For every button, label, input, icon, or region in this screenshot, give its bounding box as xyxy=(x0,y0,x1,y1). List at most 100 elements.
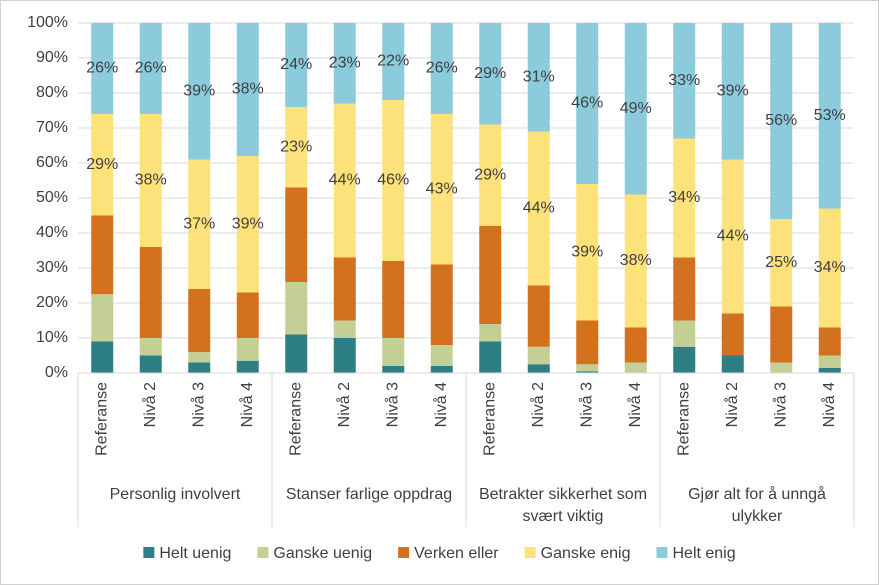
data-label: 23% xyxy=(329,54,361,71)
bar-segment xyxy=(382,100,405,261)
bar-segment xyxy=(576,364,599,372)
x-tick-label: Nivå 3 xyxy=(189,382,207,427)
bar-segment xyxy=(576,184,599,321)
data-label: 29% xyxy=(474,166,506,183)
data-label: 38% xyxy=(135,172,167,189)
legend-swatch xyxy=(524,547,536,558)
bar-segment xyxy=(139,247,162,338)
data-label: 44% xyxy=(523,200,555,217)
data-label: 39% xyxy=(571,243,603,260)
bar-segment xyxy=(382,261,405,338)
bar-segment xyxy=(673,138,696,258)
bar-segment xyxy=(818,367,841,373)
bar-segment xyxy=(527,23,550,132)
data-label: 44% xyxy=(717,228,749,245)
bar-segment xyxy=(91,294,114,342)
y-tick-label: 60% xyxy=(36,154,68,171)
data-label: 53% xyxy=(814,107,846,124)
bar-segment xyxy=(139,23,162,114)
x-tick-label: Referanse xyxy=(675,382,692,456)
data-label: 31% xyxy=(523,68,555,85)
bar-segment xyxy=(770,306,793,363)
bar-segment xyxy=(139,338,162,356)
data-label: 26% xyxy=(86,60,118,77)
bar-segment xyxy=(236,23,259,156)
bar-segment xyxy=(430,114,453,265)
data-label: 23% xyxy=(280,138,312,155)
group-label: Stanser farlige oppdrag xyxy=(285,486,453,503)
bar-segment xyxy=(91,23,114,114)
data-label: 29% xyxy=(86,156,118,173)
group-label: Betrakter sikkerhet som svært viktig xyxy=(478,486,648,525)
bar-segment xyxy=(479,324,502,342)
data-label: 22% xyxy=(377,53,409,70)
legend-swatch xyxy=(656,547,668,558)
data-label: 39% xyxy=(183,82,215,99)
x-tick-label: Nivå 4 xyxy=(626,382,644,427)
bar-segment xyxy=(624,194,647,328)
x-tick-label: Nivå 3 xyxy=(577,382,595,427)
legend-swatch xyxy=(143,547,155,558)
y-tick-label: 50% xyxy=(36,189,68,206)
bar-segment xyxy=(188,23,211,160)
legend-label: Ganske uenig xyxy=(273,545,372,562)
bar-segment xyxy=(139,114,162,247)
bar-segment xyxy=(527,131,550,286)
y-tick-label: 10% xyxy=(36,329,68,346)
y-tick-label: 90% xyxy=(36,49,68,66)
bar-segment xyxy=(818,23,841,209)
legend-label: Helt enig xyxy=(672,545,735,562)
bar-segment xyxy=(430,345,453,366)
bar-segment xyxy=(382,366,405,373)
bar-segment xyxy=(188,362,211,373)
data-label: 44% xyxy=(329,172,361,189)
data-label: 37% xyxy=(183,215,215,232)
bar-segment xyxy=(91,341,114,373)
group-label: Personlig involvert xyxy=(109,486,241,503)
x-tick-label: Nivå 3 xyxy=(383,382,401,427)
bar-segment xyxy=(188,159,211,289)
data-label: 34% xyxy=(668,189,700,206)
bar-segment xyxy=(333,257,356,321)
data-label: 24% xyxy=(280,56,312,73)
bar-segment xyxy=(818,327,841,356)
bar-segment xyxy=(527,364,550,373)
bar-segment xyxy=(770,362,793,373)
bar-segment xyxy=(770,23,793,219)
bar-segment xyxy=(721,23,744,160)
bar-segment xyxy=(624,327,647,363)
legend-swatch xyxy=(257,547,269,558)
bar-segment xyxy=(527,285,550,347)
y-tick-label: 40% xyxy=(36,224,68,241)
bar-segment xyxy=(721,313,744,356)
bar-segment xyxy=(576,320,599,365)
legend-label: Helt uenig xyxy=(159,545,231,562)
bar-segment xyxy=(430,264,453,345)
x-tick-label: Nivå 2 xyxy=(723,382,741,427)
bar-segment xyxy=(285,187,308,282)
bar-segment xyxy=(333,23,356,104)
bar-segment xyxy=(430,366,453,373)
bar-segment xyxy=(624,362,647,373)
x-tick-label: Referanse xyxy=(481,382,498,456)
bar-segment xyxy=(479,23,502,125)
bar-segment xyxy=(818,208,841,328)
x-tick-label: Nivå 3 xyxy=(771,382,789,427)
data-label: 46% xyxy=(571,95,603,112)
bar-segment xyxy=(188,352,211,363)
x-tick-label: Nivå 4 xyxy=(238,382,256,427)
bar-segment xyxy=(188,289,211,352)
data-label: 29% xyxy=(474,65,506,82)
bar-segment xyxy=(673,23,696,139)
x-tick-label: Nivå 4 xyxy=(820,382,838,427)
bar-segment xyxy=(479,124,502,226)
bar-segment xyxy=(236,338,259,361)
bar-segment xyxy=(91,114,114,216)
bar-segment xyxy=(382,23,405,100)
bar-segment xyxy=(576,371,599,373)
y-tick-label: 70% xyxy=(36,119,68,136)
bar-segment xyxy=(382,338,405,366)
data-label: 39% xyxy=(717,82,749,99)
